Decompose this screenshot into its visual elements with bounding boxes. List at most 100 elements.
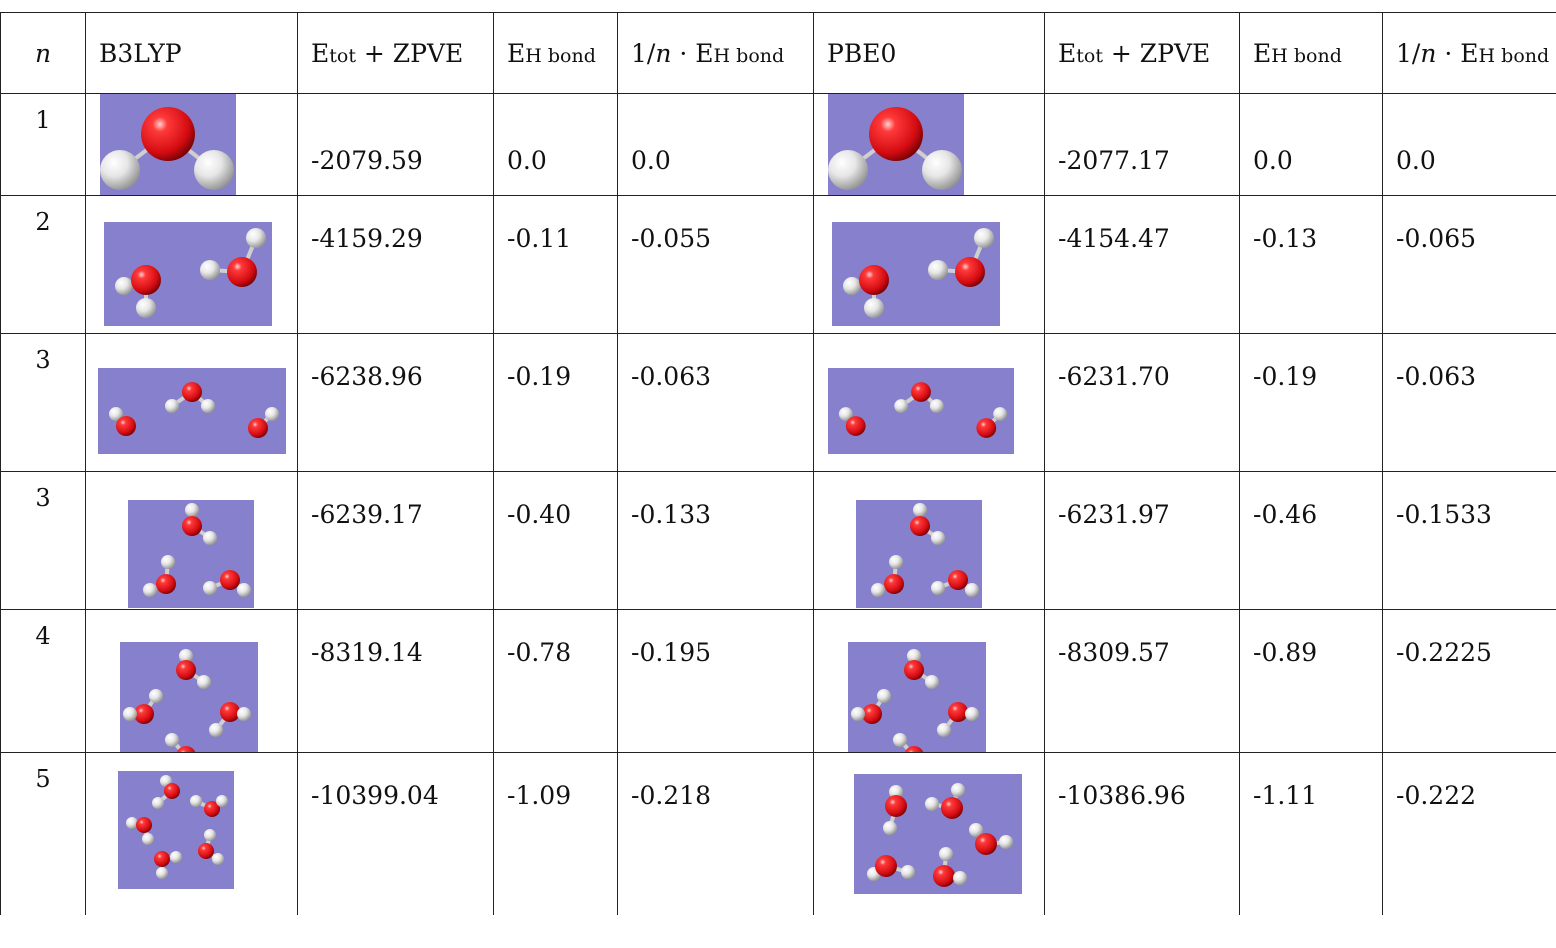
hydrogen-atom	[851, 707, 865, 721]
pbe0-etot: -8309.57	[1044, 609, 1240, 753]
oxygen-atom	[941, 797, 963, 819]
oxygen-atom	[141, 107, 195, 161]
b3lyp-structure	[85, 93, 298, 196]
hydrogen-atom	[901, 865, 915, 879]
hydrogen-atom	[864, 298, 884, 318]
hydrogen-atom	[203, 581, 217, 595]
molecule-image	[128, 500, 254, 608]
table-row: 1 -2079.59 0.0 0.0 -2077.17 0.0 0.0	[0, 93, 1556, 196]
pbe0-structure-molecule-drawing	[871, 503, 979, 597]
header-row: n B3LYP Etot + ZPVE EH bond 1/n · EH bon…	[0, 12, 1556, 94]
b3lyp-structure	[85, 471, 298, 610]
hydrogen-atom	[149, 689, 163, 703]
hydrogen-atom	[931, 531, 945, 545]
b3lyp-inv: -0.133	[617, 471, 814, 610]
pbe0-ehbond: -0.89	[1239, 609, 1383, 753]
oxygen-atom	[875, 855, 897, 877]
hydrogen-atom	[871, 583, 885, 597]
hydrogen-atom	[877, 689, 891, 703]
b3lyp-structure-molecule-drawing	[100, 107, 234, 190]
oxygen-atom	[136, 817, 152, 833]
oxygen-atom	[948, 702, 968, 722]
oxygen-atom	[220, 702, 240, 722]
pbe0-inv: 0.0	[1382, 93, 1556, 196]
b3lyp-etot: -8319.14	[297, 609, 494, 753]
cell-n: 4	[0, 609, 86, 753]
hydrogen-atom	[100, 150, 140, 190]
hydrogen-atom	[922, 150, 962, 190]
b3lyp-structure-molecule-drawing	[109, 382, 279, 438]
hydrogen-atom	[190, 795, 202, 807]
pbe0-structure-molecule-drawing	[851, 649, 979, 752]
pbe0-inv: -0.063	[1382, 333, 1556, 472]
hydrogen-atom	[237, 583, 251, 597]
table-row: 3 -6238.96 -0.19 -0.063 -6231.70 -0.19 -0.06…	[0, 333, 1556, 472]
pbe0-ehbond: -0.46	[1239, 471, 1383, 610]
table-wrapper: n B3LYP Etot + ZPVE EH bond 1/n · EH bon…	[0, 12, 1556, 915]
b3lyp-ehbond: 0.0	[493, 93, 618, 196]
hydrogen-atom	[165, 399, 179, 413]
header-b3lyp-ehbond: EH bond	[493, 12, 618, 94]
b3lyp-structure	[85, 609, 298, 753]
pbe0-etot: -6231.70	[1044, 333, 1240, 472]
pbe0-etot: -4154.47	[1044, 195, 1240, 334]
oxygen-atom	[154, 851, 170, 867]
oxygen-atom	[182, 516, 202, 536]
cell-n: 3	[0, 333, 86, 472]
oxygen-atom	[884, 574, 904, 594]
hydrogen-atom	[203, 531, 217, 545]
pbe0-etot: -2077.17	[1044, 93, 1240, 196]
pbe0-structure-molecule-drawing	[867, 783, 1013, 887]
b3lyp-inv: -0.195	[617, 609, 814, 753]
hydrogen-atom	[974, 228, 994, 248]
pbe0-structure	[813, 93, 1045, 196]
hydrogen-atom	[993, 407, 1008, 421]
b3lyp-ehbond: -0.19	[493, 333, 618, 472]
hydrogen-atom	[115, 277, 133, 295]
oxygen-atom	[976, 418, 997, 438]
hydrogen-atom	[889, 785, 903, 799]
pbe0-ehbond: -0.19	[1239, 333, 1383, 472]
hydrogen-atom	[925, 675, 939, 689]
oxygen-atom	[156, 574, 176, 594]
b3lyp-inv: -0.055	[617, 195, 814, 334]
hydrogen-atom	[828, 150, 868, 190]
molecule-image	[118, 771, 234, 889]
pbe0-structure	[813, 195, 1045, 334]
molecule-image	[832, 222, 1000, 326]
hydrogen-atom	[197, 675, 211, 689]
pbe0-inv: -0.065	[1382, 195, 1556, 334]
hydrogen-atom	[170, 851, 182, 863]
hydrogen-atom	[216, 795, 228, 807]
b3lyp-inv: -0.063	[617, 333, 814, 472]
hydrogen-atom	[143, 583, 157, 597]
b3lyp-structure	[85, 195, 298, 334]
b3lyp-inv: 0.0	[617, 93, 814, 196]
oxygen-atom	[859, 265, 889, 295]
hydrogen-atom	[185, 503, 199, 517]
hydrogen-atom	[969, 823, 983, 837]
b3lyp-etot: -4159.29	[297, 195, 494, 334]
b3lyp-structure-molecule-drawing	[123, 649, 251, 752]
pbe0-ehbond: 0.0	[1239, 93, 1383, 196]
hydrogen-atom	[843, 277, 861, 295]
oxygen-atom	[177, 746, 195, 752]
hydrogen-atom	[209, 723, 223, 737]
hydrogen-atom	[907, 649, 921, 663]
b3lyp-structure	[85, 752, 298, 915]
b3lyp-structure	[85, 333, 298, 472]
hydrogen-atom	[136, 298, 156, 318]
oxygen-atom	[164, 783, 180, 799]
hydrogen-atom	[965, 583, 979, 597]
hydrogen-atom	[838, 407, 853, 421]
hydrogen-atom	[894, 399, 909, 413]
oxygen-atom	[885, 795, 907, 817]
header-b3lyp-etot: Etot + ZPVE	[297, 12, 494, 94]
hydrogen-atom	[893, 733, 907, 747]
oxygen-atom	[220, 570, 240, 590]
b3lyp-structure-molecule-drawing	[115, 228, 266, 318]
oxygen-atom	[910, 516, 930, 536]
oxygen-atom	[955, 257, 985, 287]
molecule-image	[856, 500, 982, 608]
cell-n: 1	[0, 93, 86, 196]
